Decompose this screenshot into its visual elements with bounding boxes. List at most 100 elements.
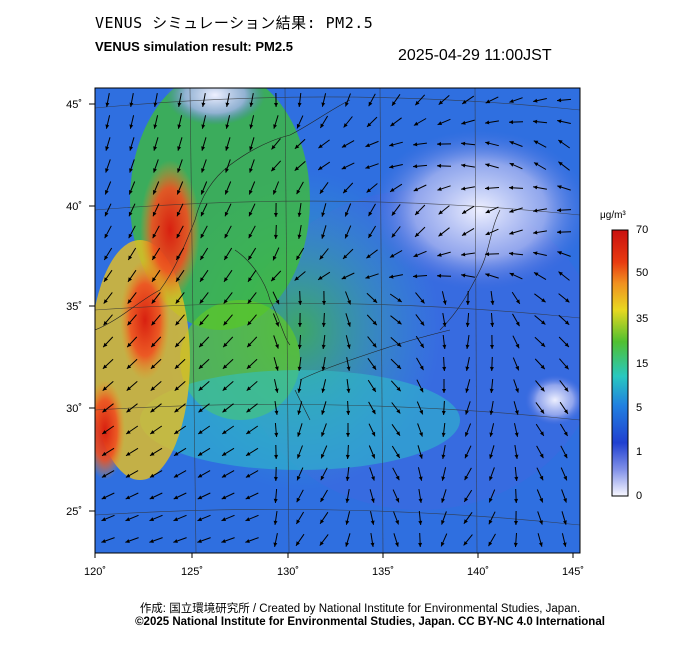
wind-arrow (343, 116, 353, 128)
wind-arrow (438, 95, 450, 105)
wind-arrow (442, 356, 447, 372)
wind-arrow (417, 445, 423, 459)
wind-arrow (464, 423, 472, 437)
wind-arrow (534, 358, 546, 370)
wind-arrow (533, 251, 547, 256)
wind-arrow (484, 186, 500, 191)
wind-arrow (418, 489, 423, 503)
wind-arrow (345, 291, 351, 305)
wind-arrow (414, 94, 426, 106)
wind-arrow (346, 357, 351, 371)
wind-arrow (273, 335, 279, 349)
wind-arrow (200, 225, 208, 239)
wind-arrow (367, 358, 377, 370)
wind-arrow (151, 269, 161, 283)
wind-arrow (319, 248, 329, 260)
wind-arrow (365, 163, 379, 169)
wind-arrow (534, 315, 546, 325)
wind-arrow (321, 312, 326, 328)
wind-arrow (125, 447, 139, 457)
wind-arrow (413, 142, 427, 147)
wind-arrow (223, 247, 233, 261)
wind-arrow (273, 202, 278, 218)
wind-arrow (489, 401, 494, 415)
longitude-tick-label: 125˚ (181, 566, 203, 578)
wind-arrow (294, 271, 306, 281)
wind-arrow (461, 273, 475, 278)
wind-arrow (366, 249, 378, 259)
wind-arrow (345, 313, 351, 327)
wind-arrow (461, 205, 475, 215)
wind-arrow (297, 401, 303, 415)
wind-arrow (153, 159, 159, 173)
wind-arrow (490, 312, 495, 328)
wind-arrow (221, 492, 235, 500)
wind-arrow (105, 159, 111, 173)
wind-arrow (274, 92, 278, 108)
wind-arrow (366, 183, 378, 193)
wind-arrow (346, 400, 351, 416)
wind-arrow (102, 336, 114, 348)
wind-arrow (390, 380, 402, 392)
wind-arrow (536, 467, 544, 481)
wind-arrow (129, 137, 135, 151)
wind-arrow (418, 510, 423, 526)
wind-arrow (413, 118, 427, 126)
wind-arrow (417, 467, 423, 481)
wind-arrow (127, 314, 137, 326)
wind-arrow (222, 336, 234, 348)
wind-arrow (464, 467, 472, 481)
wind-arrow (321, 401, 327, 415)
wind-arrow (319, 511, 329, 525)
wind-arrow (224, 181, 232, 195)
wind-arrow (488, 511, 496, 525)
wind-arrow (344, 225, 352, 239)
wind-arrow (509, 97, 523, 103)
wind-arrow (488, 489, 496, 503)
wind-arrow (346, 423, 350, 437)
wind-arrow (297, 423, 303, 437)
wind-arrow (125, 537, 139, 543)
colorbar-tick-label: 1 (636, 446, 643, 458)
longitude-tick-label: 135˚ (372, 566, 394, 578)
colorbar-unit: μg/m³ (600, 210, 626, 221)
longitude-axis: 120˚ 125˚ 130˚ 135˚ 140˚ 145˚ (84, 553, 584, 578)
wind-arrow (104, 181, 112, 195)
wind-arrow (437, 185, 451, 191)
wind-arrow (533, 140, 547, 148)
wind-arrow (129, 159, 135, 173)
wind-arrow (509, 207, 523, 213)
wind-arrow (174, 381, 186, 391)
wind-arrow (345, 444, 350, 460)
wind-arrow (101, 447, 115, 457)
wind-arrow (273, 511, 278, 525)
wind-arrow (391, 402, 401, 414)
wind-arrow (436, 142, 452, 146)
wind-arrow (391, 226, 401, 238)
latitude-tick-label: 40˚ (66, 201, 82, 213)
wind-arrow (126, 358, 138, 370)
colorbar (611, 229, 629, 497)
wind-arrow (485, 228, 499, 236)
wind-arrow (391, 204, 401, 216)
wind-arrow (296, 489, 304, 503)
wind-arrow (126, 381, 138, 391)
wind-arrow (225, 137, 231, 151)
wind-arrow (248, 203, 256, 217)
wind-arrow (391, 445, 401, 459)
wind-arrow (489, 356, 494, 372)
wind-arrow (509, 272, 523, 280)
wind-arrow (414, 226, 426, 238)
wind-arrow (534, 336, 546, 348)
wind-arrow (199, 269, 209, 283)
wind-arrow (271, 138, 281, 150)
wind-arrow (345, 511, 351, 525)
wind-arrow (221, 470, 235, 478)
wind-arrow (389, 141, 403, 147)
wind-arrow (198, 336, 210, 348)
colorbar-tick-label: 0 (636, 490, 643, 502)
wind-arrow (223, 314, 233, 326)
colorbar-tick-label: 35 (636, 313, 649, 325)
wind-arrow (559, 358, 569, 370)
wind-arrow (199, 247, 209, 261)
